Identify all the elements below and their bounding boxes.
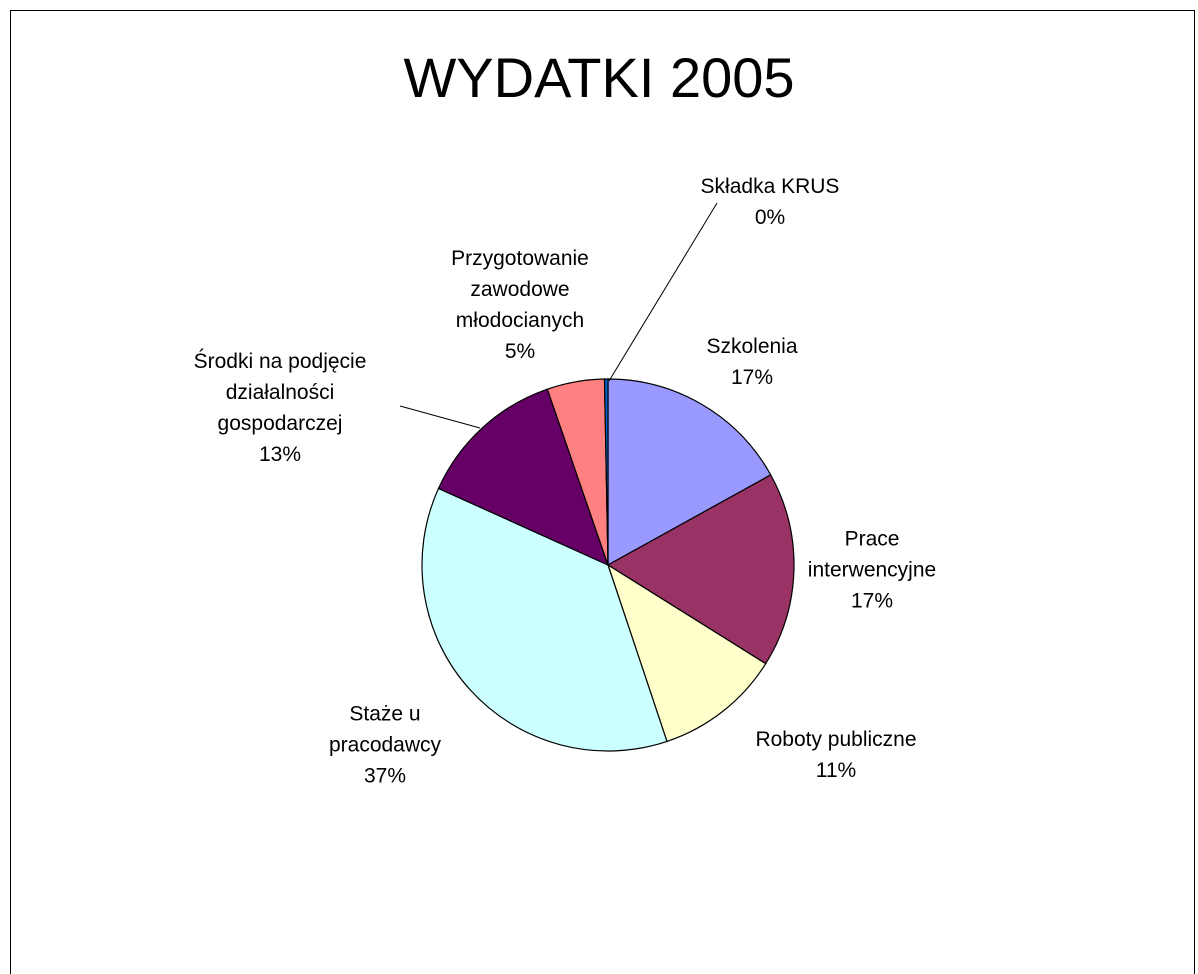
pie-slice	[603, 378, 609, 566]
pie-slice	[606, 563, 767, 743]
category-name: Składka KRUS	[700, 175, 840, 198]
frame	[10, 10, 1195, 974]
value-label: 37%	[363, 764, 407, 788]
value-label: 17%	[850, 589, 894, 613]
pie-slice	[421, 487, 668, 752]
category-name: Środki na podjęcie działalności gospodar…	[193, 350, 367, 435]
value-label: 17%	[730, 366, 774, 389]
slice-label: Składka KRUS 0%	[670, 171, 870, 233]
category-name: Przygotowanie zawodowe młodocianych	[451, 247, 589, 332]
category-name: Roboty publiczne	[755, 728, 917, 751]
leader-line	[608, 202, 718, 382]
slice-label: Staże u pracodawcy 37%	[320, 699, 450, 792]
category-name: Szkolenia	[706, 335, 798, 358]
category-name: Staże u pracodawcy	[328, 702, 442, 757]
slice-label: Roboty publiczne 11%	[706, 724, 966, 786]
slice-label: Przygotowanie zawodowe młodocianych 5%	[430, 243, 610, 367]
value-label: 13%	[258, 443, 302, 466]
value-label: 11%	[815, 759, 857, 782]
category-name: Prace interwencyjne	[807, 527, 937, 582]
pie-slice	[437, 388, 610, 567]
value-label: 0%	[754, 206, 786, 229]
leader-line	[399, 405, 481, 429]
pie-slice	[607, 378, 772, 567]
slice-label: Prace interwencyjne 17%	[797, 524, 947, 617]
slice-label: Szkolenia 17%	[652, 331, 852, 393]
value-label: 5%	[504, 340, 536, 363]
pie-slice	[606, 474, 795, 665]
chart-title: WYDATKI 2005	[403, 46, 795, 109]
slice-label: Środki na podjęcie działalności gospodar…	[165, 346, 395, 470]
